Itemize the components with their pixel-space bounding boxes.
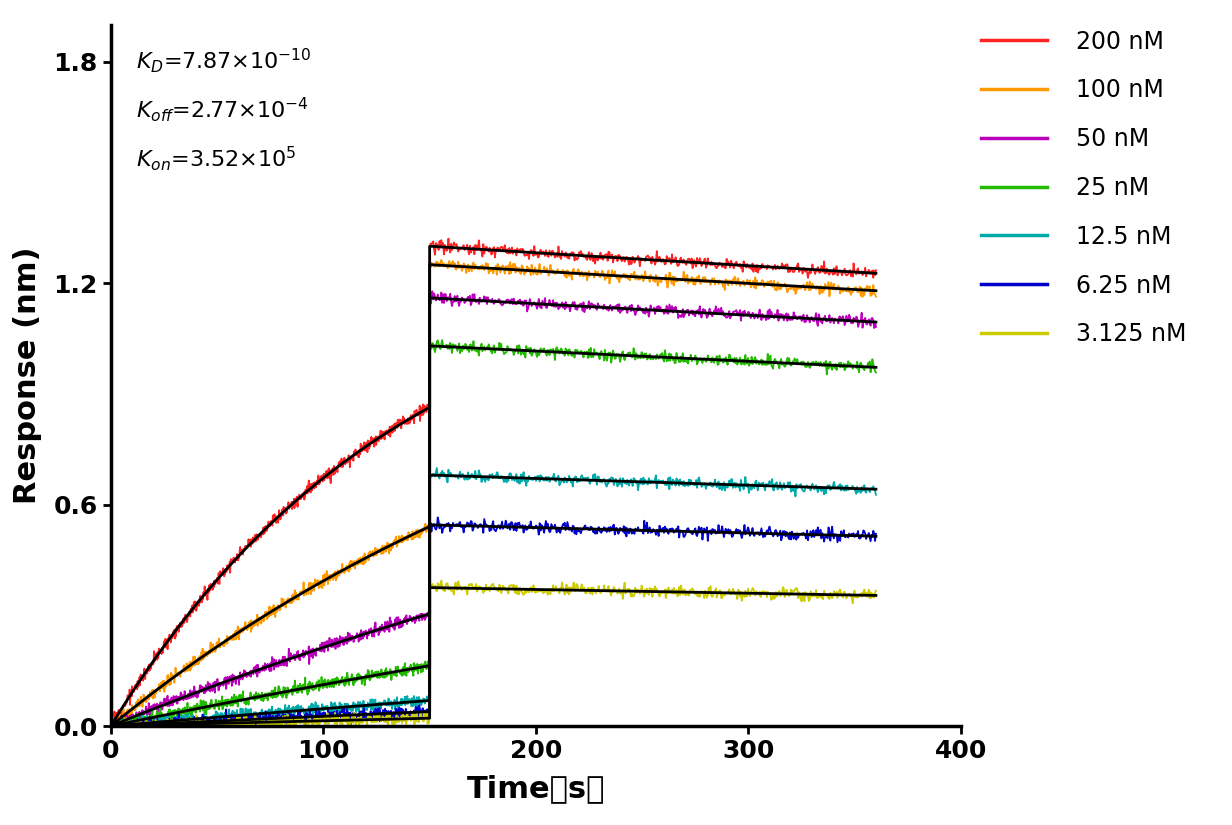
X-axis label: Time（s）: Time（s） [467, 775, 605, 804]
Y-axis label: Response (nm): Response (nm) [14, 247, 42, 504]
Text: $K_D$=7.87×10$^{-10}$
$K_{off}$=2.77×10$^{-4}$
$K_{on}$=3.52×10$^{5}$: $K_D$=7.87×10$^{-10}$ $K_{off}$=2.77×10$… [137, 45, 312, 172]
Legend: 200 nM, 100 nM, 50 nM, 25 nM, 12.5 nM, 6.25 nM, 3.125 nM: 200 nM, 100 nM, 50 nM, 25 nM, 12.5 nM, 6… [981, 30, 1186, 346]
